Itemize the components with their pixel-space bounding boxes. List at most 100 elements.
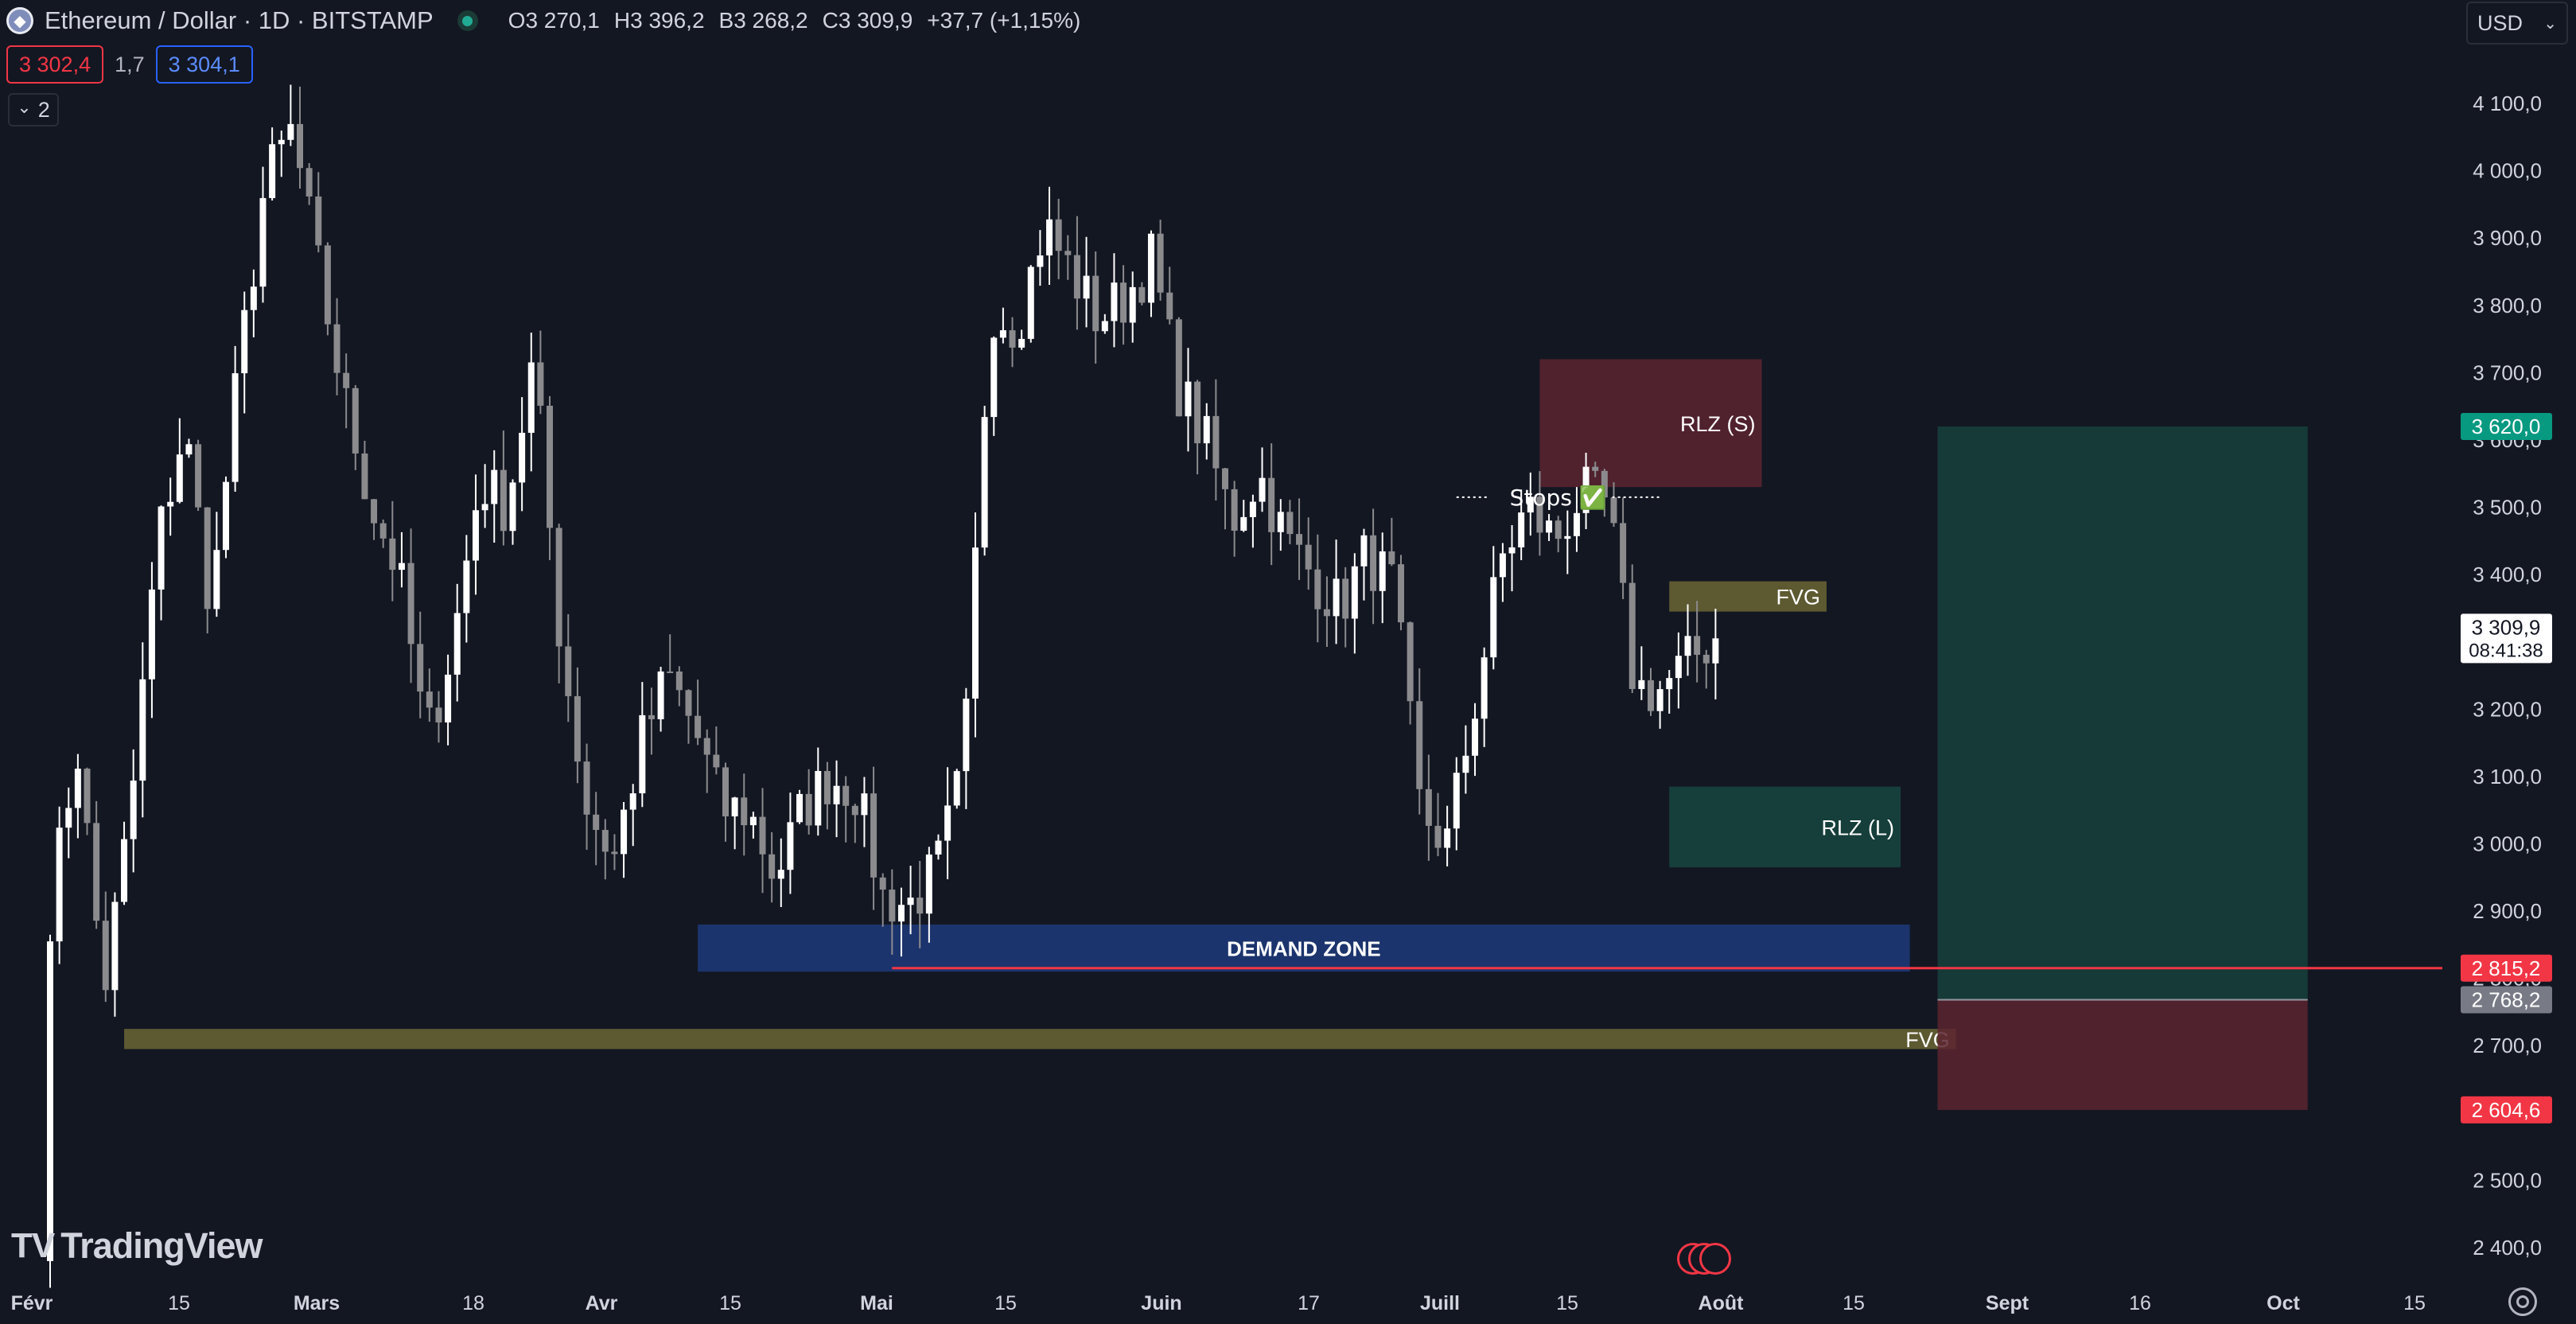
candle: [1508, 547, 1516, 554]
candle: [547, 405, 554, 528]
candle: [1231, 489, 1238, 531]
candle: [297, 123, 304, 169]
candle: [769, 854, 776, 879]
candle: [481, 504, 488, 511]
candle: [1111, 282, 1118, 321]
ohlc-high-key: H: [613, 8, 631, 33]
candle: [407, 563, 414, 644]
candle: [250, 286, 257, 310]
economic-events[interactable]: [1677, 1243, 1745, 1276]
x-axis-label: Août: [1699, 1292, 1745, 1314]
candle: [1296, 534, 1303, 545]
chevron-down-icon: ⌄: [17, 97, 32, 117]
price-tag-value: 2 815,2: [2472, 956, 2541, 980]
candle: [1333, 578, 1340, 617]
candle: [121, 839, 128, 902]
candle: [796, 793, 804, 823]
candle: [1240, 516, 1247, 531]
x-axis-label: Juill: [1420, 1292, 1460, 1314]
ohlc-values: O3 270,1 H3 396,2 B3 268,2 C3 309,9 +37,…: [508, 8, 1081, 33]
buy-button[interactable]: 3 304,1: [155, 45, 253, 84]
candle: [1388, 551, 1395, 565]
ethereum-icon: ◆: [6, 7, 33, 34]
candle: [1249, 501, 1256, 517]
sell-button[interactable]: 3 302,4: [6, 45, 104, 84]
candle: [1222, 468, 1229, 489]
candle: [695, 715, 702, 738]
candle: [889, 890, 896, 922]
candle: [1712, 638, 1719, 664]
ohlc-low-value: 3 268,2: [733, 8, 808, 33]
price-tag-value: 2 768,2: [2472, 988, 2541, 1012]
candle: [222, 481, 229, 551]
symbol-header[interactable]: ◆ Ethereum / Dollar · 1D · BITSTAMP O3 2…: [6, 5, 1080, 37]
tradingview-name: TradingView: [60, 1225, 263, 1266]
candle: [1675, 656, 1682, 679]
candle: [130, 781, 137, 839]
price-tag: [2461, 613, 2552, 664]
candle: [1037, 255, 1044, 267]
candle: [703, 738, 710, 755]
x-axis-label: 15: [2403, 1292, 2426, 1314]
rlz-l-zone: [1669, 786, 1901, 868]
candle: [352, 387, 359, 454]
candle: [463, 560, 470, 613]
gear-icon[interactable]: [2508, 1287, 2537, 1316]
y-axis-label: 3 400,0: [2473, 563, 2542, 586]
candle: [158, 506, 165, 590]
candle: [1055, 219, 1062, 251]
symbol-title[interactable]: Ethereum / Dollar · 1D · BITSTAMP: [45, 6, 434, 34]
fvg-upper-zone-label: FVG: [1776, 586, 1820, 609]
candle: [148, 589, 155, 680]
indicators-toggle-button[interactable]: ⌄ 2: [8, 93, 59, 127]
y-axis-label: 4 100,0: [2473, 92, 2542, 115]
x-axis-label: 15: [1556, 1292, 1578, 1314]
candle: [621, 809, 628, 855]
candle: [333, 324, 340, 373]
tradingview-logo[interactable]: TV TradingView: [11, 1225, 263, 1267]
currency-select[interactable]: USD ⌄: [2466, 2, 2568, 45]
candle: [185, 444, 193, 455]
candle: [731, 797, 738, 817]
x-axis-label: Févr: [11, 1292, 53, 1314]
candle: [741, 797, 748, 826]
candle: [611, 851, 618, 855]
candle: [500, 469, 507, 532]
us-flag-event-icon[interactable]: [1699, 1243, 1731, 1275]
candle: [1444, 828, 1451, 848]
candle: [259, 197, 267, 287]
candle: [815, 770, 822, 826]
candle: [999, 330, 1006, 338]
candle: [907, 898, 914, 905]
y-axis-label: 3 100,0: [2473, 765, 2542, 789]
candle: [1472, 718, 1479, 756]
candle: [629, 793, 636, 810]
chevron-down-icon: ⌄: [2543, 14, 2557, 33]
candle: [453, 613, 461, 675]
candle: [379, 523, 387, 539]
x-axis-label: Juin: [1141, 1292, 1181, 1314]
candle: [537, 362, 544, 406]
candle: [657, 671, 664, 719]
candle: [426, 691, 433, 708]
price-tag: [2461, 1096, 2552, 1123]
candle: [1425, 789, 1432, 826]
candle: [963, 699, 970, 772]
candle: [445, 674, 452, 722]
fvg-upper-zone: [1669, 581, 1827, 612]
candle: [111, 901, 119, 991]
candle: [1490, 577, 1497, 658]
candle: [1684, 636, 1691, 656]
candle: [398, 563, 405, 570]
candle: [361, 453, 368, 500]
y-axis-label: 3 000,0: [2473, 831, 2542, 855]
candle: [1314, 569, 1321, 609]
rlz-s-zone-label: RLZ (S): [1680, 412, 1756, 436]
market-status-icon[interactable]: [457, 10, 478, 31]
candle: [1370, 535, 1377, 591]
candle: [1481, 657, 1488, 719]
x-axis-label: 15: [168, 1292, 190, 1314]
candle: [565, 646, 572, 696]
y-axis-label: 2 400,0: [2473, 1236, 2542, 1260]
